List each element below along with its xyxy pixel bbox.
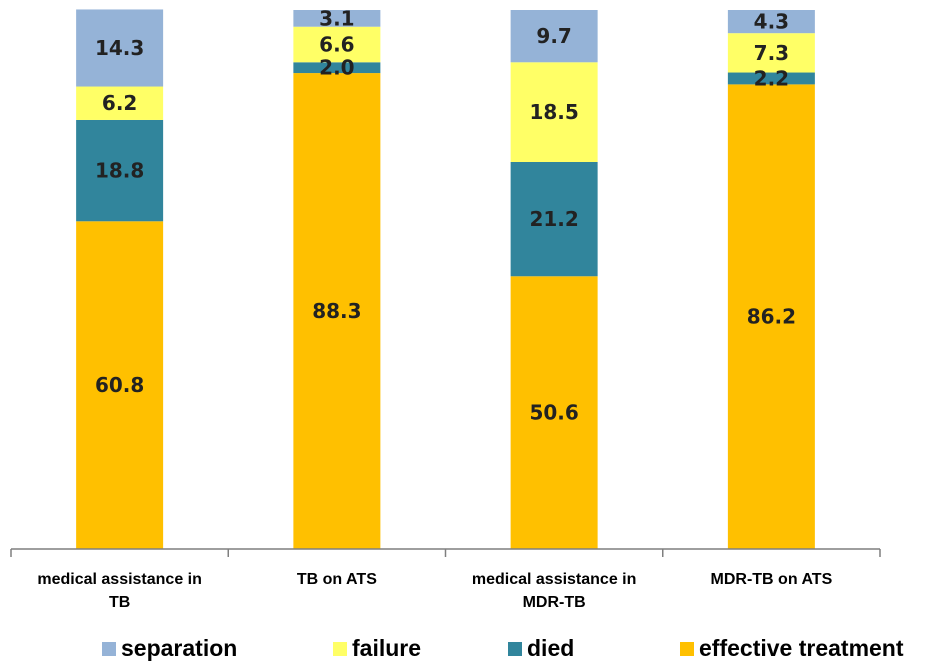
bar-segment-separation-0: [76, 9, 164, 87]
value-label-separation-0: 14.3: [95, 36, 144, 60]
value-label-died-3: 2.2: [754, 66, 789, 90]
value-label-died-0: 18.8: [95, 159, 144, 183]
value-label-effective-treatment-3: 86.2: [747, 305, 796, 329]
bar-segment-effective-treatment-0: [76, 221, 164, 549]
legend-label-separation: separation: [121, 635, 237, 661]
legend-swatch-effective-treatment: [680, 642, 694, 656]
bar-segment-died-1: [293, 62, 381, 74]
value-label-separation-3: 4.3: [754, 10, 789, 34]
value-label-died-1: 2.0: [319, 56, 354, 80]
legend-swatch-separation: [102, 642, 116, 656]
legend: separation failure died effective treatment: [102, 635, 904, 661]
bar-segment-failure-1: [293, 26, 381, 63]
category-label-0: medical assistance in TB: [37, 571, 202, 611]
bar-segment-died-2: [510, 161, 598, 277]
value-label-separation-2: 9.7: [536, 24, 571, 48]
value-label-failure-1: 6.6: [319, 32, 354, 56]
value-label-effective-treatment-0: 60.8: [95, 373, 144, 397]
value-label-effective-treatment-2: 50.6: [529, 401, 578, 425]
x-axis: [10, 548, 881, 557]
bar-segment-separation-3: [727, 10, 815, 34]
bar-segment-effective-treatment-3: [727, 84, 815, 549]
value-label-failure-0: 6.2: [102, 91, 137, 115]
legend-label-died: died: [527, 635, 574, 661]
bar-segment-effective-treatment-1: [293, 73, 381, 550]
value-label-failure-2: 18.5: [529, 100, 578, 124]
value-label-failure-3: 7.3: [754, 41, 789, 65]
bar-segment-died-0: [76, 119, 164, 222]
legend-label-failure: failure: [352, 635, 421, 661]
legend-label-effective-treatment: effective treatment: [699, 635, 904, 661]
bar-segment-failure-3: [727, 33, 815, 73]
category-labels: medical assistance in TB TB on ATS medical …: [37, 571, 832, 611]
bar-segment-effective-treatment-2: [510, 276, 598, 549]
category-label-2: medical assistance in MDR-TB: [472, 571, 637, 611]
legend-swatch-died: [508, 642, 522, 656]
bar-segment-separation-2: [510, 10, 598, 63]
legend-swatch-failure: [333, 642, 347, 656]
bar-segment-failure-0: [76, 86, 164, 120]
bars-group: 60.8 18.8 6.2 14.3 88.3 2.06.63.1 50.6 21.2 18.5…: [76, 6, 815, 550]
category-label-3: MDR-TB on ATS: [711, 571, 833, 588]
bar-segment-died-3: [727, 72, 815, 85]
value-label-effective-treatment-1: 88.3: [312, 299, 361, 323]
category-label-1: TB on ATS: [297, 571, 377, 588]
bar-segment-separation-1: [293, 10, 381, 27]
bar-segment-failure-2: [510, 62, 598, 162]
value-label-separation-1: 3.1: [319, 6, 354, 30]
value-label-died-2: 21.2: [529, 207, 578, 231]
